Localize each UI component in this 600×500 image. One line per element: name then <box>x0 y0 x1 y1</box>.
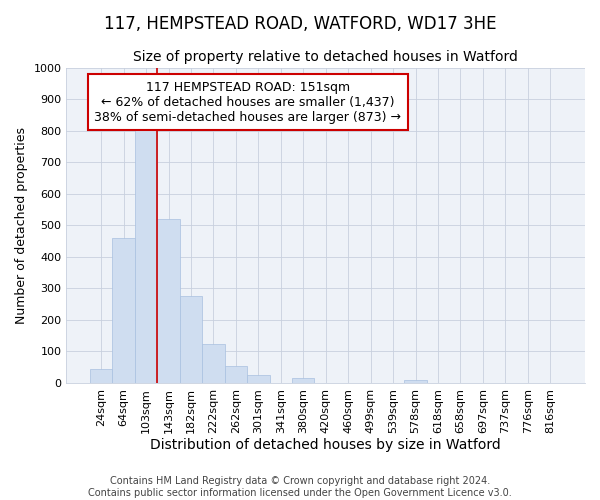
Text: Contains HM Land Registry data © Crown copyright and database right 2024.
Contai: Contains HM Land Registry data © Crown c… <box>88 476 512 498</box>
Y-axis label: Number of detached properties: Number of detached properties <box>15 127 28 324</box>
Bar <box>180 296 202 383</box>
X-axis label: Distribution of detached houses by size in Watford: Distribution of detached houses by size … <box>151 438 501 452</box>
Text: 117, HEMPSTEAD ROAD, WATFORD, WD17 3HE: 117, HEMPSTEAD ROAD, WATFORD, WD17 3HE <box>104 15 496 33</box>
Bar <box>157 219 180 383</box>
Bar <box>224 366 247 383</box>
Title: Size of property relative to detached houses in Watford: Size of property relative to detached ho… <box>133 50 518 64</box>
Bar <box>292 378 314 383</box>
Bar <box>247 375 269 383</box>
Bar <box>404 380 427 383</box>
Bar <box>202 344 224 383</box>
Text: 117 HEMPSTEAD ROAD: 151sqm
← 62% of detached houses are smaller (1,437)
38% of s: 117 HEMPSTEAD ROAD: 151sqm ← 62% of deta… <box>94 80 401 124</box>
Bar <box>90 369 112 383</box>
Bar <box>135 128 157 383</box>
Bar <box>112 238 135 383</box>
